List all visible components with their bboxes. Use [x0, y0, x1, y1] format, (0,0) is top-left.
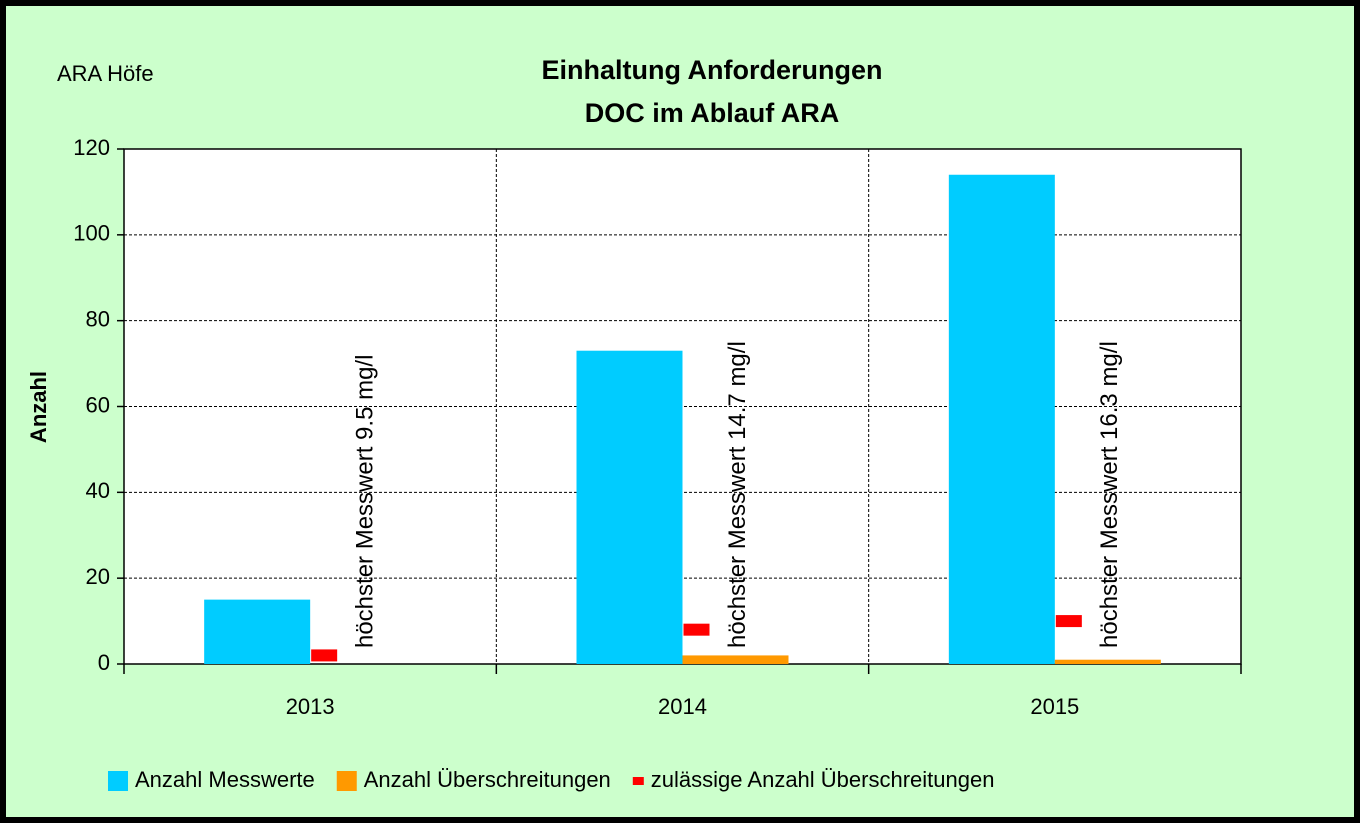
bar [204, 599, 311, 664]
y-tick-label: 120 [73, 135, 110, 160]
annotation: höchster Messwert 14.7 mg/l [724, 341, 751, 648]
bar [948, 174, 1055, 664]
y-tick-label: 80 [86, 306, 110, 331]
legend-swatch [108, 771, 128, 791]
bar [576, 350, 683, 664]
y-tick-label: 40 [86, 478, 110, 503]
legend-label: zulässige Anzahl Überschreitungen [651, 767, 995, 792]
bar [1054, 659, 1161, 664]
y-tick-label: 20 [86, 564, 110, 589]
limit-marker [683, 623, 710, 636]
limit-marker [1055, 615, 1082, 628]
y-tick-label: 100 [73, 221, 110, 246]
x-tick-label: 2014 [658, 694, 707, 719]
x-tick-label: 2015 [1030, 694, 1079, 719]
annotation: höchster Messwert 9.5 mg/l [352, 355, 379, 648]
chart-subtitle: DOC im Ablauf ARA [585, 98, 840, 128]
y-axis-label: Anzahl [26, 371, 51, 443]
legend-swatch [632, 777, 644, 785]
annotation: höchster Messwert 16.3 mg/l [1096, 341, 1123, 648]
bar [682, 655, 789, 664]
chart-title: Einhaltung Anforderungen [542, 55, 883, 85]
legend-swatch [336, 771, 357, 791]
x-tick-label: 2013 [286, 694, 335, 719]
y-tick-label: 60 [86, 392, 110, 417]
legend-label: Anzahl Messwerte [135, 767, 315, 792]
legend-label: Anzahl Überschreitungen [364, 767, 611, 792]
y-tick-label: 0 [98, 650, 110, 675]
chart-label: ARA Höfe [57, 61, 154, 86]
limit-marker [311, 649, 338, 662]
